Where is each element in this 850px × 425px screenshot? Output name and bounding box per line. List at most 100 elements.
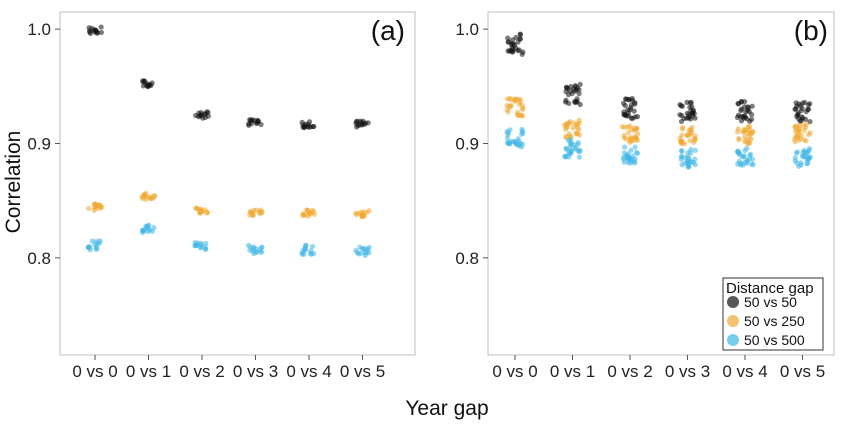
data-point <box>93 27 99 33</box>
data-point <box>749 111 755 118</box>
data-point <box>566 131 572 137</box>
data-point <box>679 132 685 138</box>
data-point <box>508 102 514 108</box>
panel-b: (b) 0.8 0.9 1.0 0 vs 0 0 vs 1 0 vs 2 0 vs 3 0 v… <box>455 11 835 381</box>
data-point <box>749 156 756 162</box>
data-point <box>623 136 629 142</box>
panel-b-ticks: 0.8 0.9 1.0 0 vs 0 0 vs 1 0 vs 2 0 vs 3 0 vs 4 0… <box>455 20 825 381</box>
data-point <box>149 80 155 86</box>
data-point <box>689 129 695 136</box>
data-point <box>505 48 511 54</box>
data-point <box>745 104 751 110</box>
data-point <box>634 125 640 131</box>
data-point <box>686 164 692 170</box>
data-point <box>300 247 306 253</box>
data-point <box>247 247 253 253</box>
data-point <box>510 41 517 47</box>
data-point <box>515 48 521 54</box>
data-point <box>803 138 809 144</box>
data-point <box>309 207 316 213</box>
legend-swatch <box>727 334 739 346</box>
data-point <box>570 125 576 131</box>
x-tick-label: 0 vs 4 <box>286 362 331 381</box>
x-tick-label: 0 vs 1 <box>126 362 171 381</box>
series-50-vs-50 <box>86 24 371 131</box>
data-point <box>807 119 813 125</box>
data-point <box>742 148 748 154</box>
legend-label: 50 vs 50 <box>744 294 797 310</box>
data-point <box>679 153 685 160</box>
data-point <box>622 124 628 130</box>
data-point <box>734 114 741 120</box>
series-50-vs-500 <box>504 126 813 170</box>
data-point <box>365 120 371 126</box>
x-tick-label: 0 vs 3 <box>233 362 278 381</box>
x-tick-label: 0 vs 5 <box>780 362 825 381</box>
data-point <box>792 123 799 129</box>
legend-swatch <box>727 296 739 308</box>
data-point <box>366 208 372 214</box>
y-tick-label: 0.9 <box>27 134 51 153</box>
data-point <box>635 150 641 157</box>
data-point <box>687 158 693 164</box>
data-point <box>572 145 578 151</box>
data-point <box>364 249 370 256</box>
data-point <box>805 156 812 163</box>
data-point <box>576 120 582 126</box>
data-point <box>734 129 741 135</box>
data-point <box>735 161 741 167</box>
data-point <box>677 102 683 108</box>
y-axis-title: Correlation <box>2 131 25 234</box>
data-point <box>749 161 755 167</box>
panel-b-tag: (b) <box>794 15 828 46</box>
data-point <box>623 96 630 102</box>
data-point <box>628 147 634 154</box>
data-point <box>519 102 525 109</box>
data-point <box>517 112 524 119</box>
data-point <box>507 127 513 133</box>
data-point <box>246 122 252 128</box>
data-point <box>504 96 511 102</box>
data-point <box>520 49 526 55</box>
data-point <box>98 24 104 30</box>
legend-title: Distance gap <box>726 280 814 297</box>
data-point <box>685 150 691 156</box>
y-tick-label: 1.0 <box>27 20 51 39</box>
x-tick-label: 0 vs 4 <box>722 362 767 381</box>
data-point <box>797 118 803 124</box>
legend-swatch <box>727 315 739 327</box>
series-50-vs-50 <box>505 31 813 125</box>
data-point <box>805 106 812 112</box>
data-point <box>516 138 522 144</box>
data-point <box>566 120 572 126</box>
y-tick-label: 1.0 <box>455 20 479 39</box>
data-point <box>574 85 581 91</box>
data-point <box>688 99 694 106</box>
data-point <box>563 97 569 103</box>
data-point <box>354 118 360 124</box>
data-point <box>574 124 581 131</box>
data-point <box>147 227 153 233</box>
data-point <box>795 110 801 116</box>
data-point <box>98 29 104 36</box>
data-point <box>568 141 574 147</box>
panel-a-frame <box>59 11 416 356</box>
data-point <box>140 227 146 233</box>
data-point <box>306 122 312 128</box>
data-point <box>632 134 639 140</box>
data-point <box>517 32 524 38</box>
data-point <box>505 132 511 138</box>
data-point <box>805 102 812 108</box>
data-point <box>749 116 755 122</box>
x-tick-label: 0 vs 0 <box>492 362 537 381</box>
data-point <box>309 243 316 250</box>
panel-a: (a) 0.8 0.9 1.0 0 vs 0 0 vs 1 0 vs 2 0 vs 3 0 v… <box>27 11 416 381</box>
data-point <box>631 108 637 114</box>
legend-label: 50 vs 500 <box>744 332 805 348</box>
data-point <box>145 223 151 229</box>
data-point <box>796 128 802 134</box>
data-point <box>97 203 103 209</box>
data-point <box>742 114 748 120</box>
data-point <box>745 140 752 146</box>
legend-entries: 50 vs 50 50 vs 250 50 vs 500 <box>727 294 805 348</box>
